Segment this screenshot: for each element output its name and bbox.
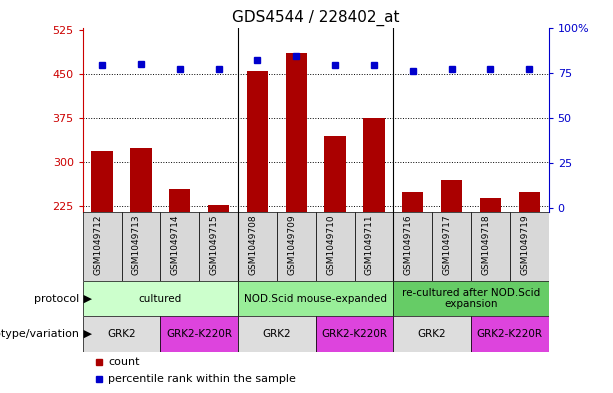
Bar [432, 212, 471, 281]
Text: GRK2-K220R: GRK2-K220R [477, 329, 543, 339]
Bar [169, 189, 191, 212]
Text: NOD.Scid mouse-expanded: NOD.Scid mouse-expanded [244, 294, 387, 304]
Bar [83, 281, 238, 316]
Bar [83, 212, 121, 281]
Bar [394, 281, 549, 316]
Text: GRK2: GRK2 [418, 329, 446, 339]
Bar [286, 53, 307, 212]
Text: ▶: ▶ [80, 294, 93, 304]
Bar [402, 192, 424, 212]
Text: GSM1049714: GSM1049714 [171, 214, 180, 275]
Text: GRK2-K220R: GRK2-K220R [321, 329, 387, 339]
Text: cultured: cultured [139, 294, 182, 304]
Bar [394, 316, 471, 352]
Text: GSM1049711: GSM1049711 [365, 214, 374, 275]
Bar [238, 281, 394, 316]
Title: GDS4544 / 228402_at: GDS4544 / 228402_at [232, 10, 400, 26]
Text: GSM1049712: GSM1049712 [93, 214, 102, 275]
Bar [324, 136, 346, 212]
Text: GSM1049716: GSM1049716 [404, 214, 413, 275]
Bar [161, 316, 238, 352]
Text: GSM1049709: GSM1049709 [287, 214, 296, 275]
Text: GRK2-K220R: GRK2-K220R [166, 329, 232, 339]
Bar [441, 180, 462, 212]
Text: genotype/variation: genotype/variation [0, 329, 80, 339]
Text: GSM1049715: GSM1049715 [210, 214, 219, 275]
Bar [519, 192, 540, 212]
Bar [480, 198, 501, 212]
Text: GSM1049717: GSM1049717 [443, 214, 452, 275]
Text: GSM1049718: GSM1049718 [481, 214, 490, 275]
Bar [208, 205, 229, 212]
Bar [394, 212, 432, 281]
Bar [83, 316, 161, 352]
Text: count: count [109, 357, 140, 367]
Bar [277, 212, 316, 281]
Bar [316, 212, 354, 281]
Bar [316, 316, 394, 352]
Bar [161, 212, 199, 281]
Text: GSM1049710: GSM1049710 [326, 214, 335, 275]
Bar [471, 212, 510, 281]
Bar [364, 118, 384, 212]
Bar [510, 212, 549, 281]
Bar [354, 212, 394, 281]
Bar [121, 212, 161, 281]
Bar [91, 151, 113, 212]
Bar [238, 316, 316, 352]
Text: GRK2: GRK2 [107, 329, 136, 339]
Bar [471, 316, 549, 352]
Bar [199, 212, 238, 281]
Text: re-cultured after NOD.Scid
expansion: re-cultured after NOD.Scid expansion [402, 288, 540, 309]
Text: ▶: ▶ [80, 329, 93, 339]
Bar [247, 72, 268, 212]
Text: GSM1049708: GSM1049708 [248, 214, 257, 275]
Bar [238, 212, 277, 281]
Text: protocol: protocol [34, 294, 80, 304]
Text: percentile rank within the sample: percentile rank within the sample [109, 374, 296, 384]
Text: GRK2: GRK2 [262, 329, 291, 339]
Text: GSM1049713: GSM1049713 [132, 214, 141, 275]
Text: GSM1049719: GSM1049719 [520, 214, 529, 275]
Bar [131, 148, 151, 212]
